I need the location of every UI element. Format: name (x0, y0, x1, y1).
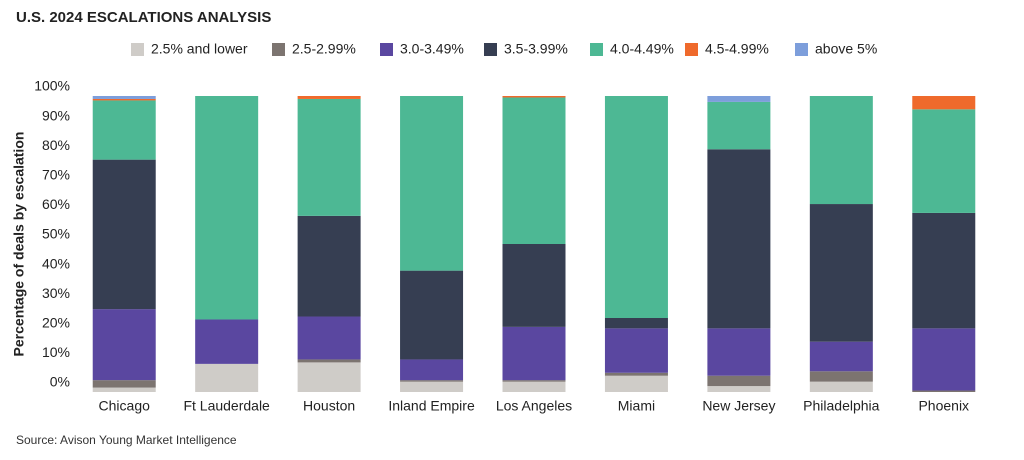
legend-swatch (484, 43, 497, 56)
legend-label: 4.5-4.99% (705, 41, 769, 57)
bar-segment (92, 159, 156, 310)
legend-swatch (685, 43, 698, 56)
bar-segment (707, 96, 771, 102)
bar-segment (502, 97, 566, 244)
y-axis-label: Percentage of deals by escalation (11, 132, 27, 357)
x-tick-label: Chicago (99, 398, 151, 414)
y-tick-label: 20% (42, 315, 70, 331)
y-tick-label: 30% (42, 285, 70, 301)
bar-segment (400, 359, 464, 381)
y-tick-label: 90% (42, 107, 70, 123)
bar-segment (912, 212, 976, 329)
legend-swatch (590, 43, 603, 56)
bar-segment (297, 98, 361, 216)
bar-segment (195, 319, 259, 364)
legend-label: 3.5-3.99% (504, 41, 568, 57)
legend-label: 2.5% and lower (151, 41, 248, 57)
bar-segment (707, 328, 771, 376)
y-tick-label: 0% (50, 374, 70, 390)
bar-segment (297, 96, 361, 99)
bar-segment (912, 328, 976, 391)
y-tick-label: 10% (42, 344, 70, 360)
y-tick-label: 50% (42, 226, 70, 242)
y-tick-label: 100% (34, 78, 70, 94)
bar-segment (604, 328, 668, 373)
legend-label: 3.0-3.49% (400, 41, 464, 57)
legend-swatch (272, 43, 285, 56)
x-tick-label: Philadelphia (803, 398, 879, 414)
bar-segment (297, 362, 361, 392)
bar-segment (502, 96, 566, 98)
bar-segment (809, 371, 873, 382)
bar-segment (92, 380, 156, 388)
bar-segment (809, 341, 873, 372)
legend-label: 4.0-4.49% (610, 41, 674, 57)
x-tick-label: Houston (303, 398, 355, 414)
bar-segment (604, 375, 668, 392)
x-tick-label: Phoenix (918, 398, 969, 414)
legend-swatch (795, 43, 808, 56)
bar-segment (604, 318, 668, 329)
bar-segment (809, 204, 873, 342)
bar-segment (297, 359, 361, 363)
source: Source: Avison Young Market Intelligence (16, 433, 237, 447)
x-tick-label: Ft Lauderdale (183, 398, 270, 414)
legend-label: above 5% (815, 41, 877, 57)
bar-segment (502, 381, 566, 392)
x-tick-label: New Jersey (702, 398, 775, 414)
bar-segment (195, 363, 259, 392)
bar-segment (92, 309, 156, 381)
bar-segment (297, 316, 361, 360)
bar-segment (92, 98, 156, 101)
bar-segment (400, 270, 464, 360)
bar-segment (195, 96, 259, 320)
bar-segment (400, 96, 464, 271)
y-tick-label: 40% (42, 255, 70, 271)
y-tick-label: 60% (42, 196, 70, 212)
y-tick-label: 70% (42, 167, 70, 183)
x-tick-label: Los Angeles (496, 398, 572, 414)
bar-segment (297, 215, 361, 317)
chart-title: U.S. 2024 ESCALATIONS ANALYSIS (16, 9, 271, 26)
bar-segment (809, 96, 873, 205)
bar-segment (400, 381, 464, 392)
bar-segment (809, 381, 873, 392)
bar-segment (707, 386, 771, 392)
x-tick-label: Miami (618, 398, 655, 414)
bar-segment (400, 380, 464, 382)
legend-label: 2.5-2.99% (292, 41, 356, 57)
bar-segment (912, 390, 976, 392)
y-tick-label: 80% (42, 137, 70, 153)
legend-swatch (380, 43, 393, 56)
bar-segment (604, 372, 668, 376)
bar-segment (707, 101, 771, 150)
bar-segment (604, 96, 668, 318)
bar-segment (502, 326, 566, 381)
bar-segment (92, 96, 156, 99)
bar-segment (707, 149, 771, 329)
bar-segment (502, 244, 566, 327)
bar-segment (92, 387, 156, 392)
bar-segment (707, 375, 771, 387)
bar-segment (92, 100, 156, 160)
bar-segment (912, 109, 976, 213)
x-tick-label: Inland Empire (388, 398, 475, 414)
bar-segment (912, 96, 976, 110)
bar-segment (502, 380, 566, 382)
legend-swatch (131, 43, 144, 56)
